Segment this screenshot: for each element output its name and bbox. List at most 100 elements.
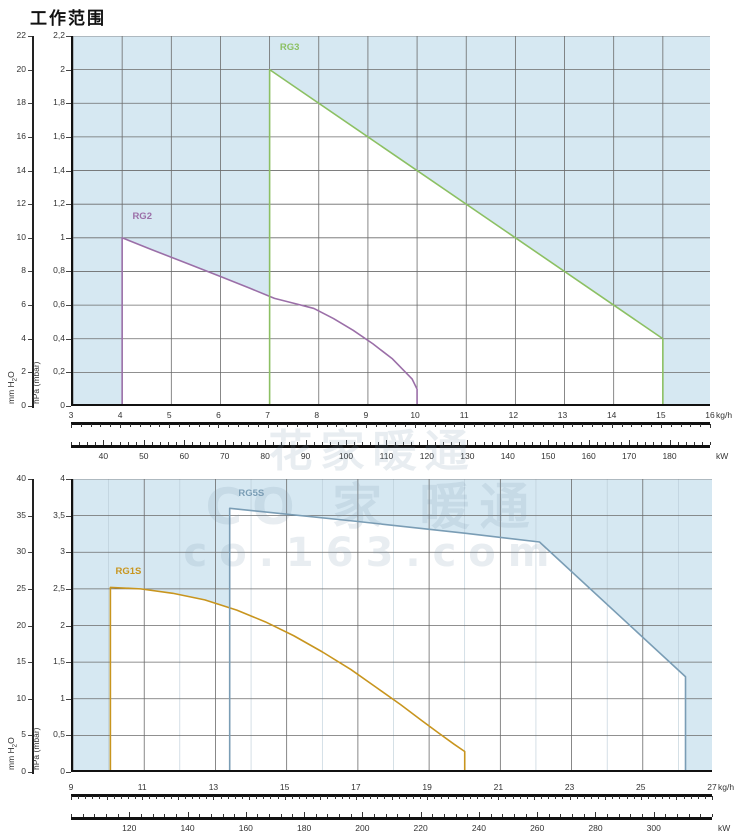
chart-1-kgh-minor-tick: [297, 424, 299, 427]
chart-2-kw-minor-tick: [245, 813, 247, 817]
chart-1-kw-minor-tick: [176, 441, 178, 445]
chart-1-kw-minor-tick: [216, 441, 218, 445]
chart-1-kgh-minor-tick: [149, 424, 151, 427]
chart-2-kgh-unit: kg/h: [718, 782, 735, 792]
chart-2-kw-minor-tick: [642, 813, 644, 817]
chart-1-kw-minor-tick: [184, 441, 186, 445]
chart-1-kw-tick-label: 90: [300, 451, 311, 461]
chart-1-kw-minor-tick: [540, 441, 542, 445]
chart-2-hpa-tick-mark: [66, 515, 71, 517]
chart-1: mm H2O hPa (mbar) kg/h kW RG2 RG3 0 0,2 0,4 0…: [0, 22, 745, 461]
chart-1-kw-minor-tick: [410, 441, 412, 445]
chart-2-kgh-minor-tick: [277, 796, 279, 799]
chart-1-kw-tick-label: 160: [581, 451, 596, 461]
chart-2-kgh-minor-tick: [291, 796, 293, 799]
chart-1-kgh-minor-tick: [582, 424, 584, 427]
chart-1-kgh-minor-tick: [631, 424, 633, 427]
chart-2-kgh-tick-label: 17: [351, 782, 361, 792]
chart-2-kw-minor-tick: [455, 813, 457, 817]
chart-2-kw-minor-tick: [199, 813, 201, 817]
chart-2-kw-minor-tick: [152, 813, 154, 817]
chart-2-mmh2o-tick-label: 30: [16, 546, 26, 557]
chart-2-kgh-minor-tick: [598, 796, 600, 799]
chart-2-kgh-minor-tick: [334, 796, 336, 799]
chart-1-kgh-minor-tick: [120, 424, 122, 427]
chart-2-kgh-tick-label: 19: [422, 782, 432, 792]
chart-1-kw-minor-tick: [386, 441, 388, 445]
chart-2-kw-minor-tick: [210, 813, 212, 817]
chart-1-kw-minor-tick: [677, 441, 679, 445]
chart-1-kw-minor-tick: [354, 441, 356, 445]
chart-1-mmh2o-tick-label: 10: [16, 231, 26, 242]
chart-2-kw-minor-tick: [269, 813, 271, 817]
chart-1-kw-minor-tick: [467, 441, 469, 445]
chart-2-kw-minor-tick: [688, 813, 690, 817]
chart-2-kgh-minor-tick: [626, 796, 628, 799]
chart-2-kgh-minor-tick: [241, 796, 243, 799]
chart-1-kw-minor-tick: [289, 441, 291, 445]
chart-2-kgh-minor-tick: [398, 796, 400, 799]
chart-1-kw-minor-tick: [224, 441, 226, 445]
chart-1-kgh-minor-tick: [424, 424, 426, 427]
chart-1-kw-minor-tick: [451, 441, 453, 445]
chart-1-kw-minor-tick: [71, 441, 72, 445]
chart-1-hpa-tick-label: 1,6: [53, 130, 65, 141]
chart-2-kgh-minor-tick: [206, 796, 208, 799]
chart-2-kgh-tick-label: 11: [137, 782, 147, 792]
chart-2-kw-minor-tick: [525, 813, 527, 817]
chart-2-hpa-tick-label: 2,5: [53, 582, 65, 593]
chart-1-kw-minor-tick: [491, 441, 493, 445]
chart-1-kw-minor-tick: [499, 441, 501, 445]
chart-1-hpa-tick-mark: [66, 338, 71, 340]
chart-2-kgh-minor-tick: [163, 796, 165, 799]
chart-1-kw-minor-tick: [693, 441, 695, 445]
chart-1-mmh2o-scale: [32, 36, 34, 408]
chart-1-kgh-minor-tick: [267, 424, 269, 427]
chart-2-kgh-minor-tick: [555, 796, 557, 799]
chart-1-kw-minor-tick: [434, 441, 436, 445]
chart-2-kgh-minor-tick: [712, 796, 713, 799]
chart-1-hpa-tick-label: 1,8: [53, 97, 65, 108]
chart-1-kw-minor-tick: [192, 441, 194, 445]
page-title: 工作范围: [30, 9, 106, 29]
chart-1-kw-minor-tick: [257, 441, 259, 445]
chart-1-mmh2o-tick-label: 14: [16, 164, 26, 175]
chart-1-hpa-tick-label: 2,2: [53, 30, 65, 40]
chart-2-kgh-minor-tick: [220, 796, 222, 799]
chart-2-kw-minor-tick: [665, 813, 667, 817]
chart-2-mmh2o-tick-mark: [28, 625, 32, 627]
chart-2-kw-tick-label: 180: [296, 823, 312, 832]
chart-2-kgh-minor-tick: [71, 796, 72, 799]
chart-2-kw-minor-tick: [315, 813, 317, 817]
chart-1-kw-minor-tick: [580, 441, 582, 445]
chart-2-kgh-minor-tick: [655, 796, 657, 799]
chart-1-kw-minor-tick: [95, 441, 97, 445]
chart-1-kw-minor-tick: [394, 441, 396, 445]
chart-1-kgh-minor-tick: [611, 424, 613, 427]
chart-2-kgh-minor-tick: [156, 796, 158, 799]
chart-2-kgh-minor-tick: [512, 796, 514, 799]
chart-2-hpa-tick-mark: [66, 552, 71, 554]
chart-2-kgh-minor-tick: [505, 796, 507, 799]
chart-2-mmh2o-tick-label: 20: [16, 619, 26, 630]
chart-2-kgh-tick-label: 27: [707, 782, 717, 792]
chart-2-mmh2o-tick-label: 0: [21, 766, 26, 776]
chart-2-kgh-minor-tick: [662, 796, 664, 799]
chart-2-kgh-minor-tick: [562, 796, 564, 799]
chart-2-kw-minor-tick: [560, 813, 562, 817]
chart-1-hpa-tick-label: 0,2: [53, 366, 65, 377]
chart-2-hpa-tick-mark: [66, 698, 71, 700]
chart-2-kgh-tick-label: 23: [564, 782, 575, 792]
chart-2-kgh-minor-tick: [519, 796, 521, 799]
chart-1-kgh-minor-tick: [346, 424, 348, 427]
chart-2-kw-minor-tick: [140, 813, 142, 817]
chart-2-kgh-minor-tick: [306, 796, 308, 799]
chart-2-kw-minor-tick: [71, 813, 72, 817]
chart-1-kw-minor-tick: [418, 441, 420, 445]
chart-2-kw-minor-tick: [222, 813, 224, 817]
chart-1-kw-tick-label: 140: [500, 451, 515, 461]
chart-2-kgh-minor-tick: [484, 796, 486, 799]
chart-2-kgh-minor-tick: [427, 796, 429, 799]
chart-1-kw-minor-tick: [305, 441, 307, 445]
chart-1-kw-minor-tick: [143, 441, 145, 445]
